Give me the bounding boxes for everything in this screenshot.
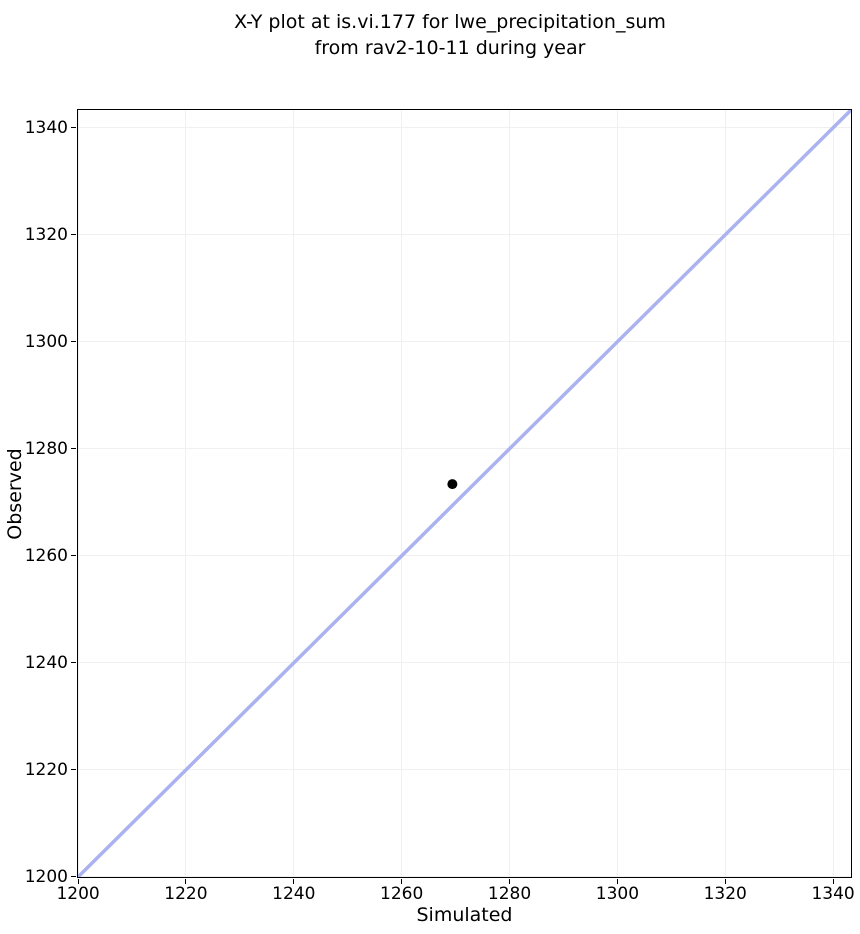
y-gridline bbox=[77, 662, 852, 664]
y-tick-label: 1200 bbox=[24, 866, 68, 887]
y-tick-mark bbox=[71, 555, 76, 557]
plot-area bbox=[77, 109, 852, 878]
x-tick-mark bbox=[293, 879, 295, 884]
y-tick-mark bbox=[71, 127, 76, 129]
chart-title: X-Y plot at is.vi.177 for lwe_precipitat… bbox=[234, 9, 666, 61]
y-gridline bbox=[77, 555, 852, 557]
identity-line bbox=[77, 109, 852, 878]
x-gridline bbox=[185, 109, 187, 878]
x-tick-label: 1220 bbox=[164, 884, 208, 904]
x-tick-mark bbox=[509, 879, 511, 884]
x-gridline bbox=[77, 109, 79, 878]
plot-canvas bbox=[77, 109, 852, 878]
y-tick-label: 1300 bbox=[24, 331, 68, 352]
x-tick-mark bbox=[832, 879, 834, 884]
x-gridline bbox=[401, 109, 403, 878]
y-tick-label: 1220 bbox=[24, 759, 68, 780]
x-gridline bbox=[832, 109, 834, 878]
x-tick-mark bbox=[77, 879, 79, 884]
data-point bbox=[447, 479, 458, 490]
x-tick-mark bbox=[616, 879, 618, 884]
x-tick-mark bbox=[401, 879, 403, 884]
y-gridline bbox=[77, 341, 852, 343]
x-axis-label: Simulated bbox=[416, 904, 513, 926]
y-tick-mark bbox=[71, 769, 76, 771]
x-tick-mark bbox=[724, 879, 726, 884]
x-gridline bbox=[509, 109, 511, 878]
x-tick-label: 1300 bbox=[595, 884, 640, 904]
y-tick-label: 1240 bbox=[24, 652, 68, 673]
x-gridline bbox=[293, 109, 295, 878]
y-tick-label: 1260 bbox=[24, 545, 68, 566]
y-gridline bbox=[77, 127, 852, 129]
x-tick-label: 1320 bbox=[703, 884, 747, 904]
chart-title-line1: X-Y plot at is.vi.177 for lwe_precipitat… bbox=[234, 11, 666, 33]
x-tick-label: 1340 bbox=[811, 884, 855, 904]
y-tick-label: 1320 bbox=[24, 224, 68, 245]
y-tick-mark bbox=[71, 876, 76, 878]
y-tick-mark bbox=[71, 341, 76, 343]
x-tick-label: 1240 bbox=[272, 884, 316, 904]
y-axis-label: Observed bbox=[4, 448, 26, 540]
x-tick-label: 1280 bbox=[487, 884, 532, 904]
y-tick-label: 1280 bbox=[24, 438, 68, 459]
y-gridline bbox=[77, 876, 852, 878]
x-tick-label: 1260 bbox=[380, 884, 424, 904]
y-gridline bbox=[77, 769, 852, 771]
x-gridline bbox=[616, 109, 618, 878]
y-gridline bbox=[77, 234, 852, 236]
y-tick-mark bbox=[71, 234, 76, 236]
x-tick-label: 1200 bbox=[56, 884, 100, 904]
y-tick-label: 1340 bbox=[24, 117, 68, 138]
y-tick-mark bbox=[71, 662, 76, 664]
y-gridline bbox=[77, 448, 852, 450]
x-gridline bbox=[724, 109, 726, 878]
x-tick-mark bbox=[185, 879, 187, 884]
chart-title-line2: from rav2-10-11 during year bbox=[314, 37, 586, 59]
y-tick-mark bbox=[71, 448, 76, 450]
